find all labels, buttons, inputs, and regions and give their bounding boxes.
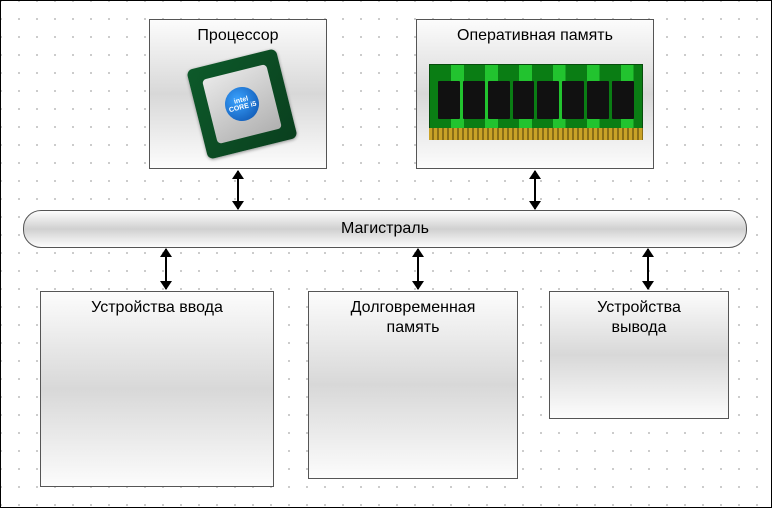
- diagram-canvas: Процессор intel CORE i5 Оперативная памя…: [0, 0, 772, 508]
- node-bus-label: Магистраль: [341, 220, 429, 238]
- node-cpu: Процессор intel CORE i5: [149, 19, 327, 169]
- cpu-graphic: intel CORE i5: [196, 58, 288, 150]
- node-cpu-label: Процессор: [150, 26, 326, 46]
- arrow-ram-bus: [534, 171, 536, 209]
- node-bus: Магистраль: [23, 210, 747, 248]
- ram-graphic: [429, 64, 643, 140]
- node-output: Устройства вывода: [549, 291, 729, 419]
- arrow-bus-input: [165, 249, 167, 289]
- arrow-cpu-bus: [237, 171, 239, 209]
- node-storage: Долговременная память: [308, 291, 518, 479]
- node-input-label: Устройства ввода: [41, 298, 273, 318]
- node-output-label: Устройства вывода: [550, 298, 728, 338]
- node-ram-label: Оперативная память: [417, 26, 653, 46]
- node-ram: Оперативная память: [416, 19, 654, 169]
- arrow-bus-storage: [417, 249, 419, 289]
- node-storage-label: Долговременная память: [309, 298, 517, 338]
- arrow-bus-output: [647, 249, 649, 289]
- node-input: Устройства ввода: [40, 291, 274, 487]
